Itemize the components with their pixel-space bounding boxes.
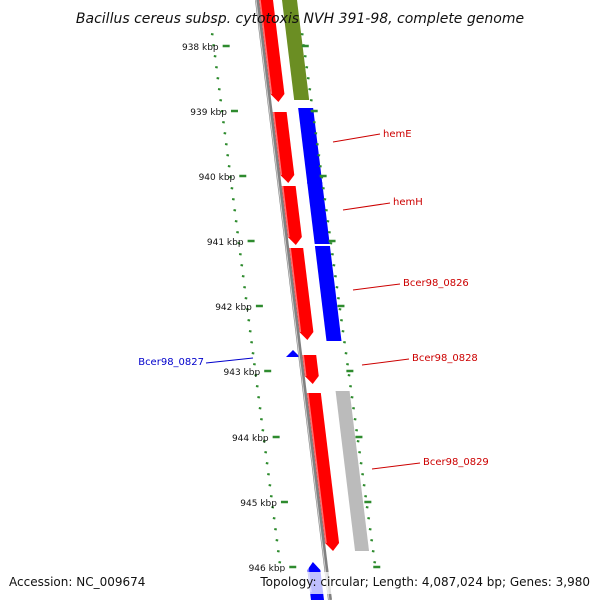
accession-text: Accession: NC_009674 bbox=[9, 575, 145, 589]
kbp-tick-label: 946 kbp bbox=[249, 564, 286, 574]
gene-arrow-Bcer98-0826 bbox=[289, 248, 314, 340]
blue-block-2 bbox=[307, 182, 330, 244]
kbp-tick-label: 945 kbp bbox=[240, 499, 277, 509]
gene-arrow-Bcer98-0828 bbox=[302, 355, 319, 384]
gene-label-leader bbox=[205, 357, 254, 364]
gene-label-Bcer98_0827[interactable]: Bcer98_0827 bbox=[138, 357, 204, 368]
gene-arrow-upstream bbox=[259, 0, 285, 102]
kbp-tick-label: 944 kbp bbox=[232, 434, 269, 444]
gene-arrow-Bcer98-0826-highlight bbox=[289, 247, 302, 333]
gene-label-Bcer98_0826[interactable]: Bcer98_0826 bbox=[403, 278, 469, 289]
gene-label-leader bbox=[352, 283, 401, 291]
blue-block-3 bbox=[314, 246, 342, 341]
kbp-tick-label: 940 kbp bbox=[199, 173, 236, 183]
kbp-tick-label: 941 kbp bbox=[207, 238, 244, 248]
kbp-tick-label: 938 kbp bbox=[182, 43, 219, 53]
left-dotted-ruler bbox=[210, 33, 282, 564]
gene-arrow-Bcer98-0828-highlight bbox=[302, 354, 307, 377]
map-title: Bacillus cereus subsp. cytotoxis NVH 391… bbox=[76, 11, 524, 27]
kbp-tick-label: 939 kbp bbox=[190, 108, 227, 118]
gene-arrow-hemH bbox=[281, 186, 302, 245]
genome-backbone bbox=[255, 0, 332, 600]
gene-label-leader bbox=[371, 462, 421, 470]
gene-label-leader bbox=[361, 358, 410, 366]
gene-label-leader bbox=[342, 202, 391, 211]
gene-labels: hemE hemH Bcer98_0826 Bcer98_0827 Bcer98_082… bbox=[138, 129, 489, 470]
feature-tracks bbox=[259, 0, 370, 600]
gene-arrow-Bcer98-0827 bbox=[286, 350, 300, 357]
footer-backdrop bbox=[0, 572, 600, 594]
genome-backbone-highlight bbox=[255, 0, 330, 600]
gene-arrow-hemH-highlight bbox=[281, 185, 290, 238]
gene-arrow-hemE bbox=[272, 112, 295, 183]
gene-label-hemE[interactable]: hemE bbox=[383, 129, 412, 140]
gene-arrow-hemE-highlight bbox=[272, 111, 283, 176]
backbone-layer bbox=[255, 0, 332, 600]
gene-arrow-upstream-highlight bbox=[259, 0, 273, 95]
gray-block bbox=[335, 391, 370, 551]
gene-label-Bcer98_0829[interactable]: Bcer98_0829 bbox=[423, 457, 489, 468]
gene-arrow-Bcer98-0829 bbox=[306, 393, 340, 551]
gene-label-Bcer98_0828[interactable]: Bcer98_0828 bbox=[412, 353, 478, 364]
blue-block-1 bbox=[298, 108, 323, 184]
genome-summary: Topology: circular; Length: 4,087,024 bp… bbox=[259, 575, 590, 589]
gene-label-leader bbox=[332, 133, 381, 143]
kbp-tick-label: 942 kbp bbox=[215, 303, 252, 313]
kbp-tick-label: 943 kbp bbox=[224, 368, 261, 378]
gene-arrow-Bcer98-0829-highlight bbox=[307, 392, 327, 544]
olive-gene-segment bbox=[282, 0, 310, 100]
kbp-ruler: 938 kbp 939 kbp 940 kbp 941 kbp 942 kbp 943 k… bbox=[182, 33, 381, 574]
gene-label-hemH[interactable]: hemH bbox=[393, 197, 423, 208]
